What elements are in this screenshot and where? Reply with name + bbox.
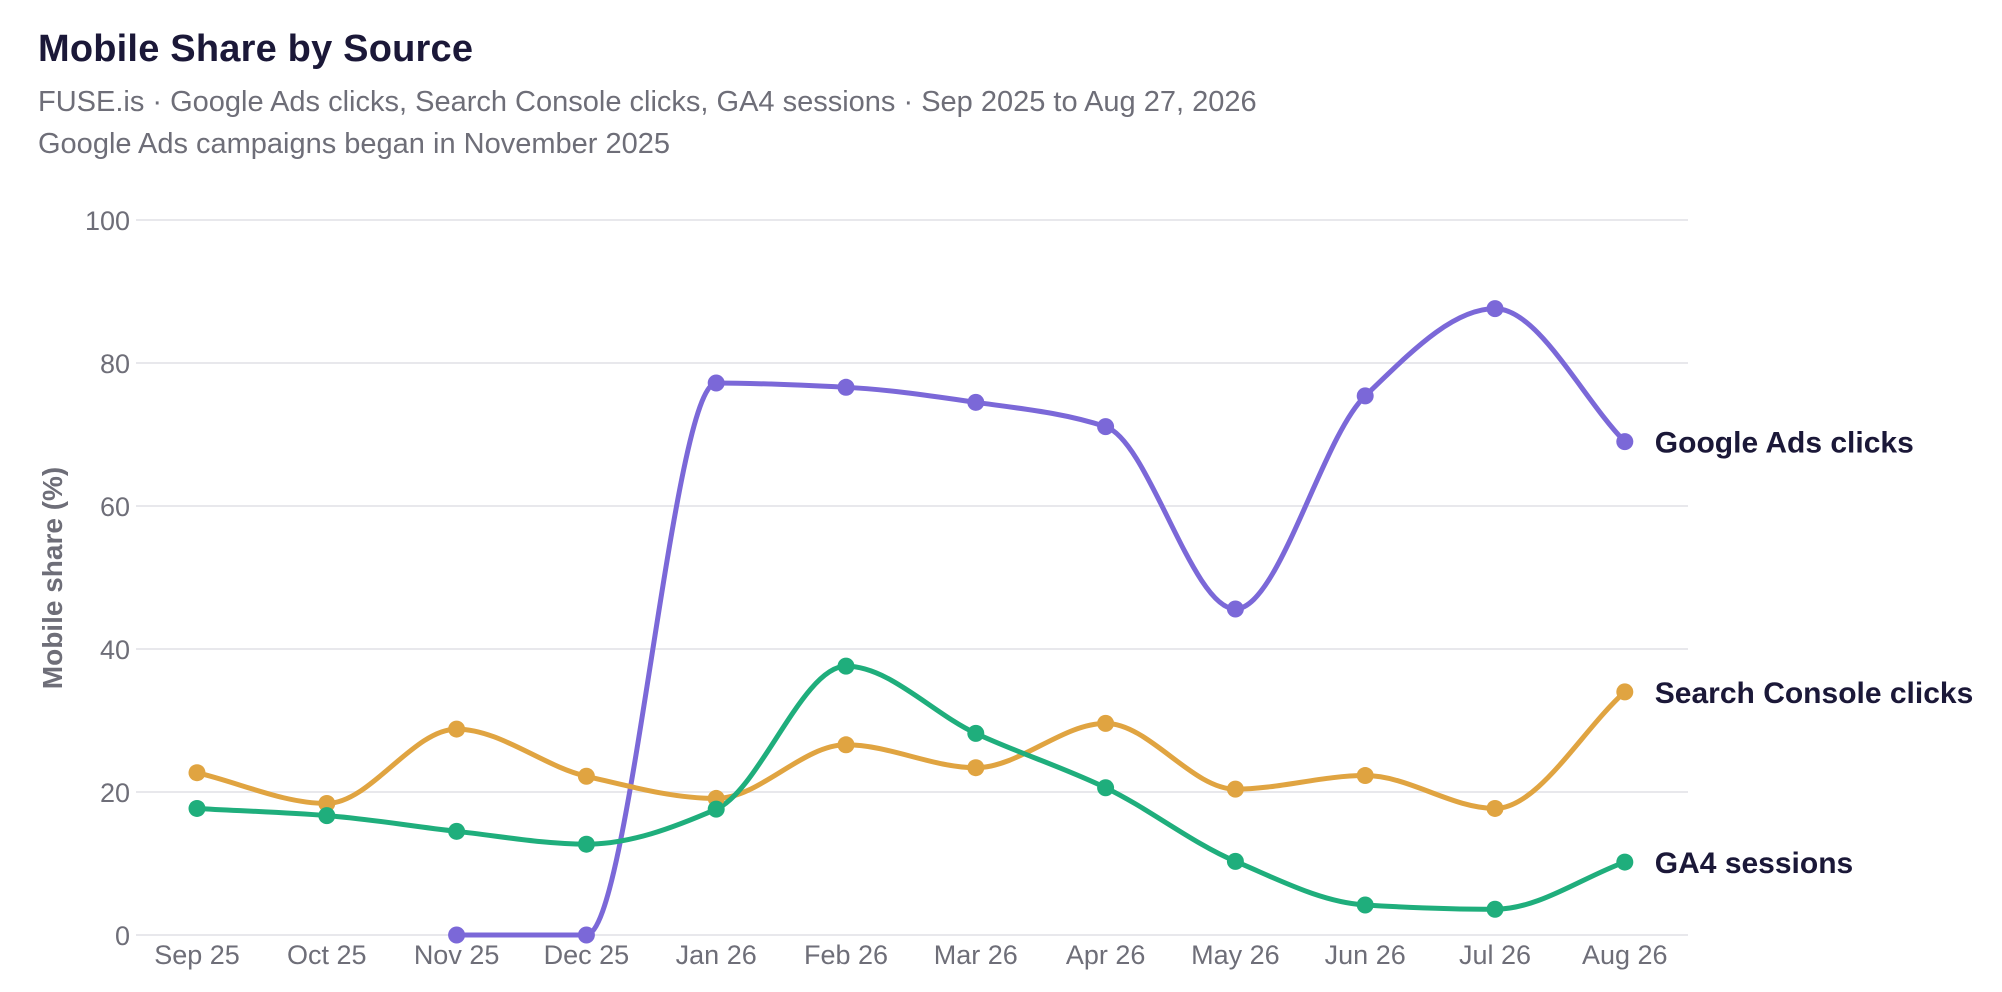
search-console-clicks-label: Search Console clicks	[1655, 677, 1974, 710]
series-points	[188, 300, 1634, 944]
search-console-clicks-point	[1616, 683, 1634, 701]
x-tick-label: Jun 26	[1325, 940, 1406, 970]
ga4-sessions-point	[967, 724, 985, 742]
x-tick-label: Dec 25	[544, 940, 630, 970]
x-tick-label: Oct 25	[287, 940, 367, 970]
search-console-clicks-point	[318, 794, 336, 812]
series-lines	[194, 306, 1628, 938]
y-tick-labels: 0 20 40 60 80 100	[85, 206, 130, 951]
ga4-sessions-point	[1616, 853, 1634, 871]
chart-subtitle: FUSE.is · Google Ads clicks, Search Cons…	[38, 86, 1257, 118]
google-ads-clicks-point	[577, 926, 595, 944]
search-console-clicks-point	[1486, 799, 1504, 817]
ga4-sessions-point	[837, 657, 855, 675]
chart-title: Mobile Share by Source	[38, 28, 474, 70]
y-tick-label: 100	[85, 206, 130, 236]
x-tick-label: Mar 26	[934, 940, 1018, 970]
x-tick-label: Aug 26	[1582, 940, 1668, 970]
ga4-sessions-point	[707, 800, 725, 818]
x-tick-label: Jan 26	[676, 940, 757, 970]
search-console-clicks-point	[188, 764, 206, 782]
chart-note: Google Ads campaigns began in November 2…	[38, 128, 670, 160]
gridlines	[136, 219, 1688, 936]
ga4-sessions-point	[1356, 896, 1374, 914]
x-tick-labels: Sep 25 Oct 25 Nov 25 Dec 25 Jan 26 Feb 26 Mar …	[154, 940, 1667, 970]
y-tick-label: 20	[100, 778, 130, 808]
y-tick-label: 0	[115, 921, 130, 951]
ga4-sessions-point	[188, 799, 206, 817]
search-console-clicks-line	[194, 689, 1628, 811]
x-tick-label: Feb 26	[804, 940, 888, 970]
y-axis-title: Mobile share (%)	[37, 467, 68, 689]
series-labels: Google Ads clicks Search Console clicks GA…	[1655, 427, 1974, 880]
google-ads-clicks-point	[707, 374, 725, 392]
google-ads-clicks-label: Google Ads clicks	[1655, 427, 1914, 460]
search-console-clicks-point	[1097, 714, 1115, 732]
y-tick-label: 40	[100, 635, 130, 665]
google-ads-clicks-point	[1616, 433, 1634, 451]
y-tick-label: 80	[100, 349, 130, 379]
google-ads-clicks-point	[448, 926, 466, 944]
google-ads-clicks-point	[1356, 387, 1374, 405]
google-ads-clicks-point	[1486, 300, 1504, 318]
x-tick-label: Apr 26	[1066, 940, 1146, 970]
google-ads-clicks-point	[1097, 418, 1115, 436]
x-tick-label: Nov 25	[414, 940, 500, 970]
ga4-sessions-point	[1486, 900, 1504, 918]
ga4-sessions-point	[1097, 779, 1115, 797]
x-tick-label: Sep 25	[154, 940, 240, 970]
google-ads-clicks-point	[967, 393, 985, 411]
google-ads-clicks-point	[1226, 600, 1244, 618]
ga4-sessions-line	[194, 663, 1628, 912]
ga4-sessions-point	[577, 835, 595, 853]
ga4-sessions-label: GA4 sessions	[1655, 847, 1853, 880]
search-console-clicks-point	[967, 759, 985, 777]
search-console-clicks-point	[1226, 780, 1244, 798]
search-console-clicks-point	[448, 720, 466, 738]
google-ads-clicks-point	[837, 378, 855, 396]
ga4-sessions-point	[448, 822, 466, 840]
search-console-clicks-point	[1356, 767, 1374, 785]
google-ads-clicks-line	[454, 306, 1628, 938]
ga4-sessions-point	[318, 807, 336, 825]
y-tick-label: 60	[100, 492, 130, 522]
x-tick-label: Jul 26	[1459, 940, 1531, 970]
x-tick-label: May 26	[1191, 940, 1280, 970]
ga4-sessions-point	[1226, 852, 1244, 870]
search-console-clicks-point	[577, 767, 595, 785]
search-console-clicks-point	[837, 736, 855, 754]
